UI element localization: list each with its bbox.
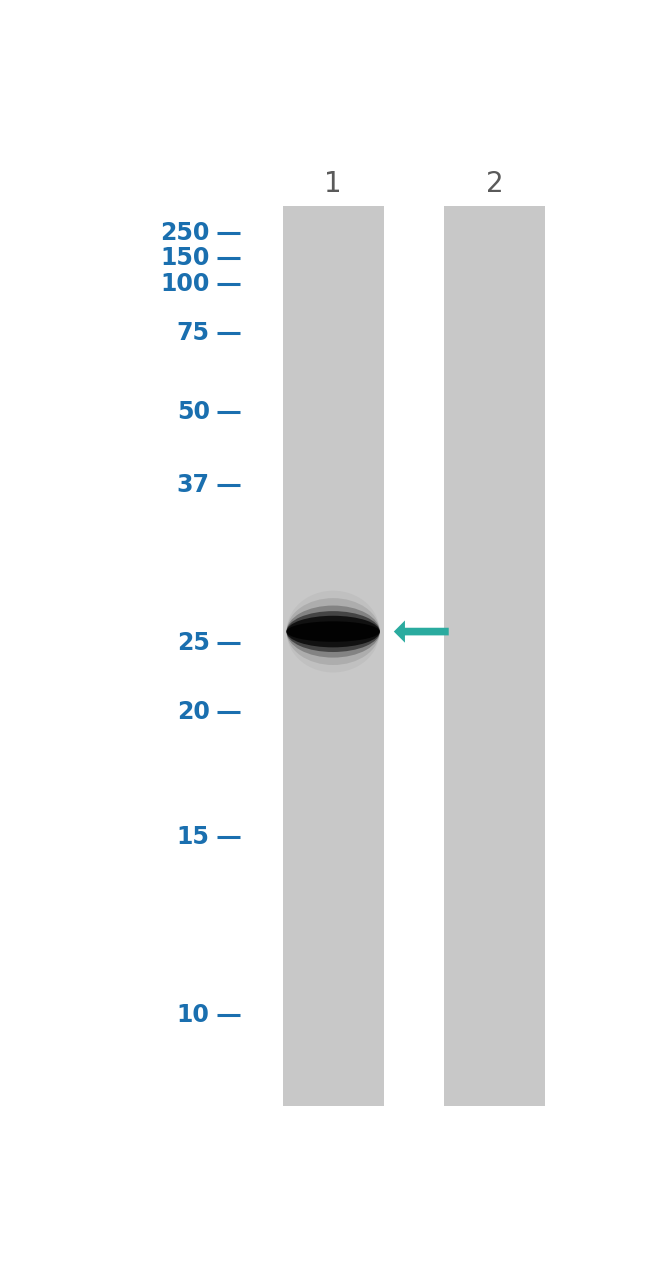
Text: 100: 100 — [161, 273, 210, 296]
Bar — [444, 206, 545, 1106]
Text: 15: 15 — [177, 826, 210, 848]
Ellipse shape — [287, 598, 380, 665]
Ellipse shape — [287, 611, 380, 652]
Ellipse shape — [287, 616, 380, 648]
Text: 10: 10 — [177, 1003, 210, 1027]
Text: 25: 25 — [177, 631, 210, 655]
Text: 37: 37 — [177, 472, 210, 497]
Text: 20: 20 — [177, 700, 210, 724]
Ellipse shape — [287, 606, 380, 658]
Text: 75: 75 — [177, 321, 210, 345]
Bar — [283, 206, 384, 1106]
Text: 1: 1 — [324, 170, 342, 198]
Text: 150: 150 — [161, 246, 210, 271]
Text: 2: 2 — [486, 170, 503, 198]
Text: 50: 50 — [177, 400, 210, 423]
Text: 250: 250 — [161, 221, 210, 245]
Ellipse shape — [287, 621, 380, 641]
Ellipse shape — [287, 591, 380, 672]
